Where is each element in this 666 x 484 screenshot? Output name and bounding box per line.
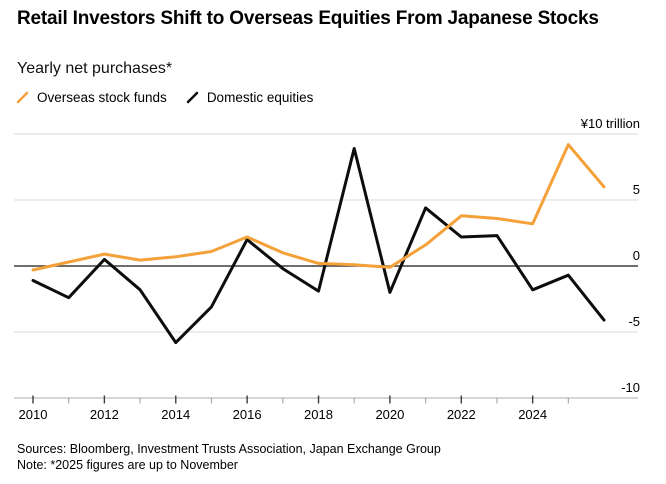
legend-slash-icon	[16, 91, 29, 104]
chart-footer: Sources: Bloomberg, Investment Trusts As…	[17, 441, 647, 473]
chart-subtitle: Yearly net purchases*	[17, 60, 173, 77]
legend-swatch-overseas	[16, 91, 29, 104]
chart-title: Retail Investors Shift to Overseas Equit…	[17, 8, 599, 29]
y-tick-label: 0	[633, 248, 640, 263]
x-tick-label: 2016	[233, 407, 262, 422]
x-tick-label: 2014	[161, 407, 190, 422]
legend-swatch-domestic	[186, 91, 199, 104]
legend-label-domestic: Domestic equities	[206, 90, 314, 105]
x-tick-label: 2010	[19, 407, 48, 422]
x-tick-label: 2018	[304, 407, 333, 422]
y-tick-label: -5	[628, 314, 640, 329]
legend-item-overseas: Overseas stock funds	[15, 90, 167, 105]
legend: Overseas stock funds Domestic equities	[15, 90, 313, 105]
sources-line: Sources: Bloomberg, Investment Trusts As…	[17, 442, 441, 456]
legend-label-overseas: Overseas stock funds	[37, 90, 167, 105]
y-tick-label: -10	[621, 380, 640, 395]
x-tick-label: 2022	[447, 407, 476, 422]
x-tick-label: 2020	[375, 407, 404, 422]
y-axis-unit-label: ¥10 trillion	[580, 116, 640, 131]
legend-slash-icon	[186, 91, 199, 104]
y-tick-label: 5	[633, 182, 640, 197]
x-tick-label: 2024	[518, 407, 547, 422]
series-line-overseas	[31, 143, 606, 272]
legend-item-domestic: Domestic equities	[185, 90, 314, 105]
x-tick-label: 2012	[90, 407, 119, 422]
series-line-domestic	[31, 147, 606, 345]
note-line: Note: *2025 figures are up to November	[17, 458, 238, 472]
